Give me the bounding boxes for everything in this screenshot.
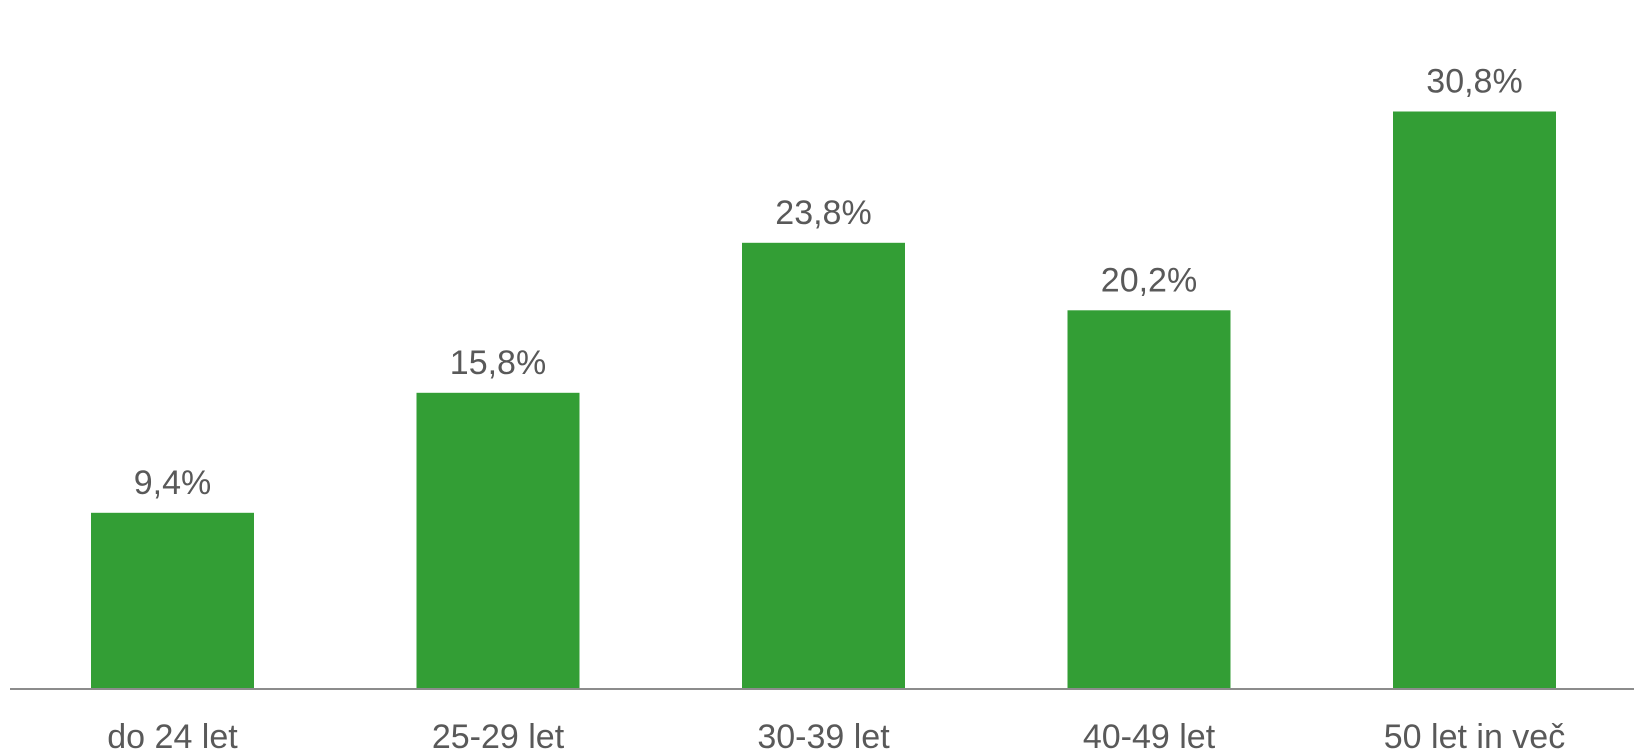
value-label-1: 9,4% [134,464,212,502]
bar-3 [742,242,905,690]
category-labels-layer: do 24 let 25-29 let 30-39 let 40-49 let 50 l… [107,718,1565,754]
category-label-4: 40-49 let [1083,718,1216,754]
category-label-1: do 24 let [107,718,238,754]
value-label-4: 20,2% [1101,261,1197,299]
bar-2 [416,392,580,690]
bar-5 [1393,111,1556,689]
bar-4 [1067,310,1231,690]
category-label-5: 50 let in več [1384,718,1565,754]
bar-1 [91,512,254,690]
category-label-3: 30-39 let [757,718,890,754]
value-label-2: 15,8% [450,344,546,382]
value-labels-layer: 9,4% 15,8% 23,8% 20,2% 30,8% [134,63,1523,502]
value-label-5: 30,8% [1426,63,1522,101]
category-label-2: 25-29 let [432,718,565,754]
bars-layer [91,111,1556,690]
value-label-3: 23,8% [775,194,871,232]
